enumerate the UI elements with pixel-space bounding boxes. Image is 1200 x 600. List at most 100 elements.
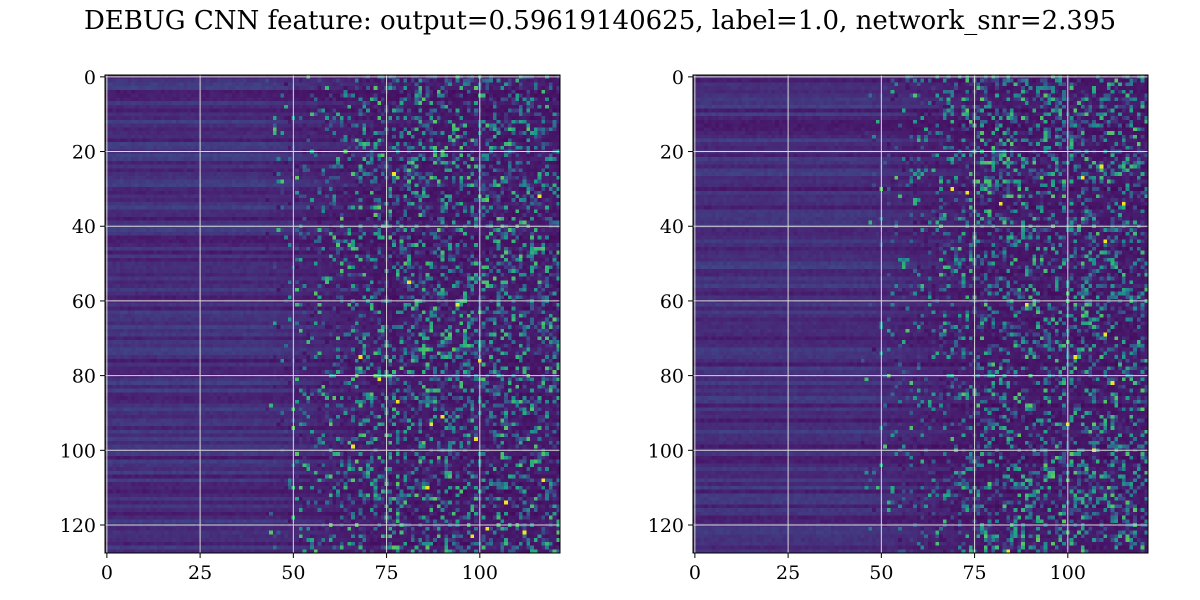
heatmap-cell: [448, 202, 452, 206]
heatmap-cell: [124, 161, 128, 165]
heatmap-cell: [515, 116, 519, 120]
heatmap-cell: [541, 116, 545, 120]
heatmap-cell: [459, 138, 463, 142]
heatmap-cell: [195, 209, 199, 213]
heatmap-cell: [243, 183, 247, 187]
heatmap-cell: [351, 202, 355, 206]
heatmap-cell: [381, 153, 385, 157]
heatmap-cell: [258, 198, 262, 202]
heatmap-cell: [243, 82, 247, 86]
heatmap-cell: [538, 217, 542, 221]
heatmap-cell: [310, 217, 314, 221]
heatmap-cell: [541, 168, 545, 172]
heatmap-cell: [236, 79, 240, 83]
heatmap-cell: [153, 109, 157, 113]
heatmap-cell: [429, 221, 433, 225]
heatmap-cell: [135, 138, 139, 142]
heatmap-cell: [366, 195, 370, 199]
heatmap-cell: [258, 135, 262, 139]
heatmap-cell: [157, 127, 161, 131]
heatmap-cell: [321, 109, 325, 113]
heatmap-cell: [512, 198, 516, 202]
heatmap-cell: [265, 221, 269, 225]
heatmap-cell: [217, 90, 221, 94]
heatmap-cell: [538, 198, 542, 202]
heatmap-cell: [426, 198, 430, 202]
heatmap-cell: [180, 217, 184, 221]
heatmap-cell: [381, 187, 385, 191]
heatmap-cell: [526, 176, 530, 180]
heatmap-cell: [489, 180, 493, 184]
heatmap-cell: [217, 209, 221, 213]
heatmap-cell: [377, 146, 381, 150]
heatmap-cell: [273, 112, 277, 116]
heatmap-cell: [418, 120, 422, 124]
heatmap-cell: [470, 105, 474, 109]
heatmap-cell: [321, 116, 325, 120]
heatmap-cell: [470, 120, 474, 124]
heatmap-cell: [157, 116, 161, 120]
heatmap-cell: [392, 109, 396, 113]
heatmap-cell: [161, 116, 165, 120]
heatmap-cell: [116, 209, 120, 213]
heatmap-cell: [374, 86, 378, 90]
heatmap-cell: [433, 217, 437, 221]
heatmap-cell: [381, 213, 385, 217]
heatmap-cell: [418, 101, 422, 105]
heatmap-cell: [265, 165, 269, 169]
heatmap-cell: [306, 138, 310, 142]
heatmap-cell: [180, 202, 184, 206]
heatmap-cell: [463, 142, 467, 146]
heatmap-cell: [280, 79, 284, 83]
heatmap-cell: [180, 157, 184, 161]
heatmap-cell: [400, 209, 404, 213]
heatmap-cell: [448, 180, 452, 184]
heatmap-cell: [127, 120, 131, 124]
heatmap-cell: [467, 168, 471, 172]
heatmap-cell: [381, 198, 385, 202]
heatmap-cell: [519, 109, 523, 113]
heatmap-cell: [485, 82, 489, 86]
heatmap-cell: [392, 183, 396, 187]
heatmap-cell: [318, 213, 322, 217]
heatmap-cell: [355, 116, 359, 120]
heatmap-cell: [187, 191, 191, 195]
heatmap-cell: [370, 176, 374, 180]
heatmap-cell: [415, 161, 419, 165]
heatmap-cell: [340, 120, 344, 124]
heatmap-cell: [262, 116, 266, 120]
heatmap-cell: [538, 79, 542, 83]
heatmap-cell: [519, 135, 523, 139]
heatmap-cell: [288, 109, 292, 113]
heatmap-cell: [239, 221, 243, 225]
heatmap-cell: [247, 213, 251, 217]
heatmap-cell: [426, 79, 430, 83]
heatmap-cell: [168, 165, 172, 169]
heatmap-cell: [142, 131, 146, 135]
heatmap-cell: [530, 217, 534, 221]
heatmap-cell: [407, 90, 411, 94]
heatmap-cell: [202, 105, 206, 109]
heatmap-cell: [377, 213, 381, 217]
heatmap-cell: [303, 221, 307, 225]
heatmap-cell: [187, 94, 191, 98]
heatmap-cell: [392, 157, 396, 161]
heatmap-cell: [459, 120, 463, 124]
heatmap-cell: [135, 172, 139, 176]
heatmap-cell: [243, 101, 247, 105]
heatmap-cell: [318, 138, 322, 142]
heatmap-cell: [534, 191, 538, 195]
heatmap-cell: [187, 142, 191, 146]
heatmap-cell: [336, 82, 340, 86]
heatmap-cell: [493, 146, 497, 150]
heatmap-cell: [441, 112, 445, 116]
heatmap-cell: [295, 116, 299, 120]
heatmap-cell: [321, 157, 325, 161]
heatmap-cell: [519, 112, 523, 116]
heatmap-cell: [441, 142, 445, 146]
heatmap-cell: [452, 209, 456, 213]
heatmap-cell: [433, 86, 437, 90]
heatmap-cell: [426, 124, 430, 128]
heatmap-cell: [284, 146, 288, 150]
heatmap-cell: [325, 217, 329, 221]
